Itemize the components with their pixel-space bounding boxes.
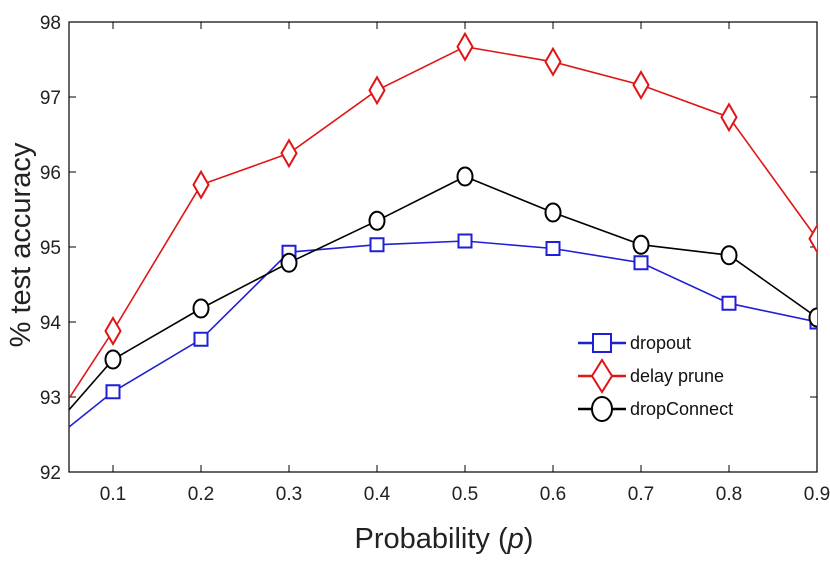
data-point-dropout	[369, 237, 385, 253]
data-point-delay-prune	[808, 223, 817, 254]
y-tick-label: 92	[40, 463, 61, 484]
y-axis-label: % test accuracy	[5, 142, 37, 347]
legend-label: dropConnect	[630, 399, 733, 419]
x-tick-label: 0.2	[188, 484, 214, 505]
data-point-dropconnect	[368, 210, 386, 231]
data-point-dropout	[105, 384, 121, 400]
x-tick-label: 0.4	[364, 484, 391, 505]
legend: dropout delay prune dropConnect	[578, 333, 733, 422]
x-axis-label: Probability (p)	[355, 523, 534, 555]
data-point-dropconnect	[632, 234, 650, 255]
x-tick-label: 0.6	[540, 484, 566, 505]
y-tick-label: 94	[40, 313, 62, 334]
axes: 0.1 0.2 0.3 0.4 0.5 0.6 0.7 0.8 0.9 92 93 94 95 96 97 9…	[40, 13, 830, 505]
data-point-dropout	[633, 255, 649, 271]
data-point-delay-prune	[368, 75, 386, 106]
data-point-delay-prune	[104, 315, 122, 347]
data-point-dropout	[721, 295, 737, 311]
x-axis-label-variable: p	[507, 523, 524, 555]
data-point-dropconnect	[104, 349, 122, 370]
series-line-delay-prune	[69, 45, 817, 399]
x-axis-label-prefix: Probability (	[355, 523, 508, 555]
x-tick-label: 0.3	[276, 484, 302, 505]
legend-item-delay-prune: delay prune	[578, 358, 724, 394]
data-point-dropconnect	[456, 166, 474, 187]
data-point-dropout	[457, 233, 473, 249]
x-tick-label: 0.9	[804, 484, 830, 505]
x-tick-label: 0.1	[100, 484, 126, 505]
data-point-dropconnect	[280, 252, 298, 273]
data-point-dropout	[193, 331, 209, 347]
x-tick-label: 0.8	[716, 484, 742, 505]
series-line-dropconnect	[69, 175, 817, 411]
legend-marker-circle	[591, 396, 613, 422]
legend-item-dropout: dropout	[578, 333, 691, 353]
series-delay-prune	[69, 31, 817, 399]
series-dropout	[69, 233, 817, 428]
data-point-dropconnect	[720, 245, 738, 266]
series-line-dropout	[69, 240, 817, 428]
x-tick-label: 0.5	[452, 484, 478, 505]
x-axis-label-suffix: )	[524, 523, 534, 555]
y-tick-label: 96	[40, 163, 61, 184]
data-point-delay-prune	[456, 31, 474, 62]
legend-label: delay prune	[630, 366, 724, 386]
series-dropconnect	[69, 166, 817, 411]
y-tick-label: 97	[40, 88, 61, 109]
data-point-delay-prune	[632, 69, 650, 101]
x-tick-label: 0.7	[628, 484, 654, 505]
data-point-dropconnect	[192, 298, 210, 319]
data-point-delay-prune	[720, 102, 738, 133]
data-point-dropout	[545, 241, 561, 256]
legend-item-dropconnect: dropConnect	[578, 396, 733, 422]
legend-label: dropout	[630, 333, 691, 353]
data-point-dropconnect	[544, 202, 562, 223]
series-group	[69, 31, 817, 428]
y-tick-label: 95	[40, 238, 61, 259]
legend-marker-square	[592, 333, 612, 353]
data-point-delay-prune	[280, 138, 298, 169]
data-point-delay-prune	[544, 46, 562, 77]
y-tick-label: 98	[40, 13, 61, 34]
data-point-delay-prune	[192, 169, 210, 200]
data-point-dropconnect	[808, 307, 817, 328]
y-tick-label: 93	[40, 388, 61, 409]
legend-marker-diamond	[590, 358, 614, 394]
